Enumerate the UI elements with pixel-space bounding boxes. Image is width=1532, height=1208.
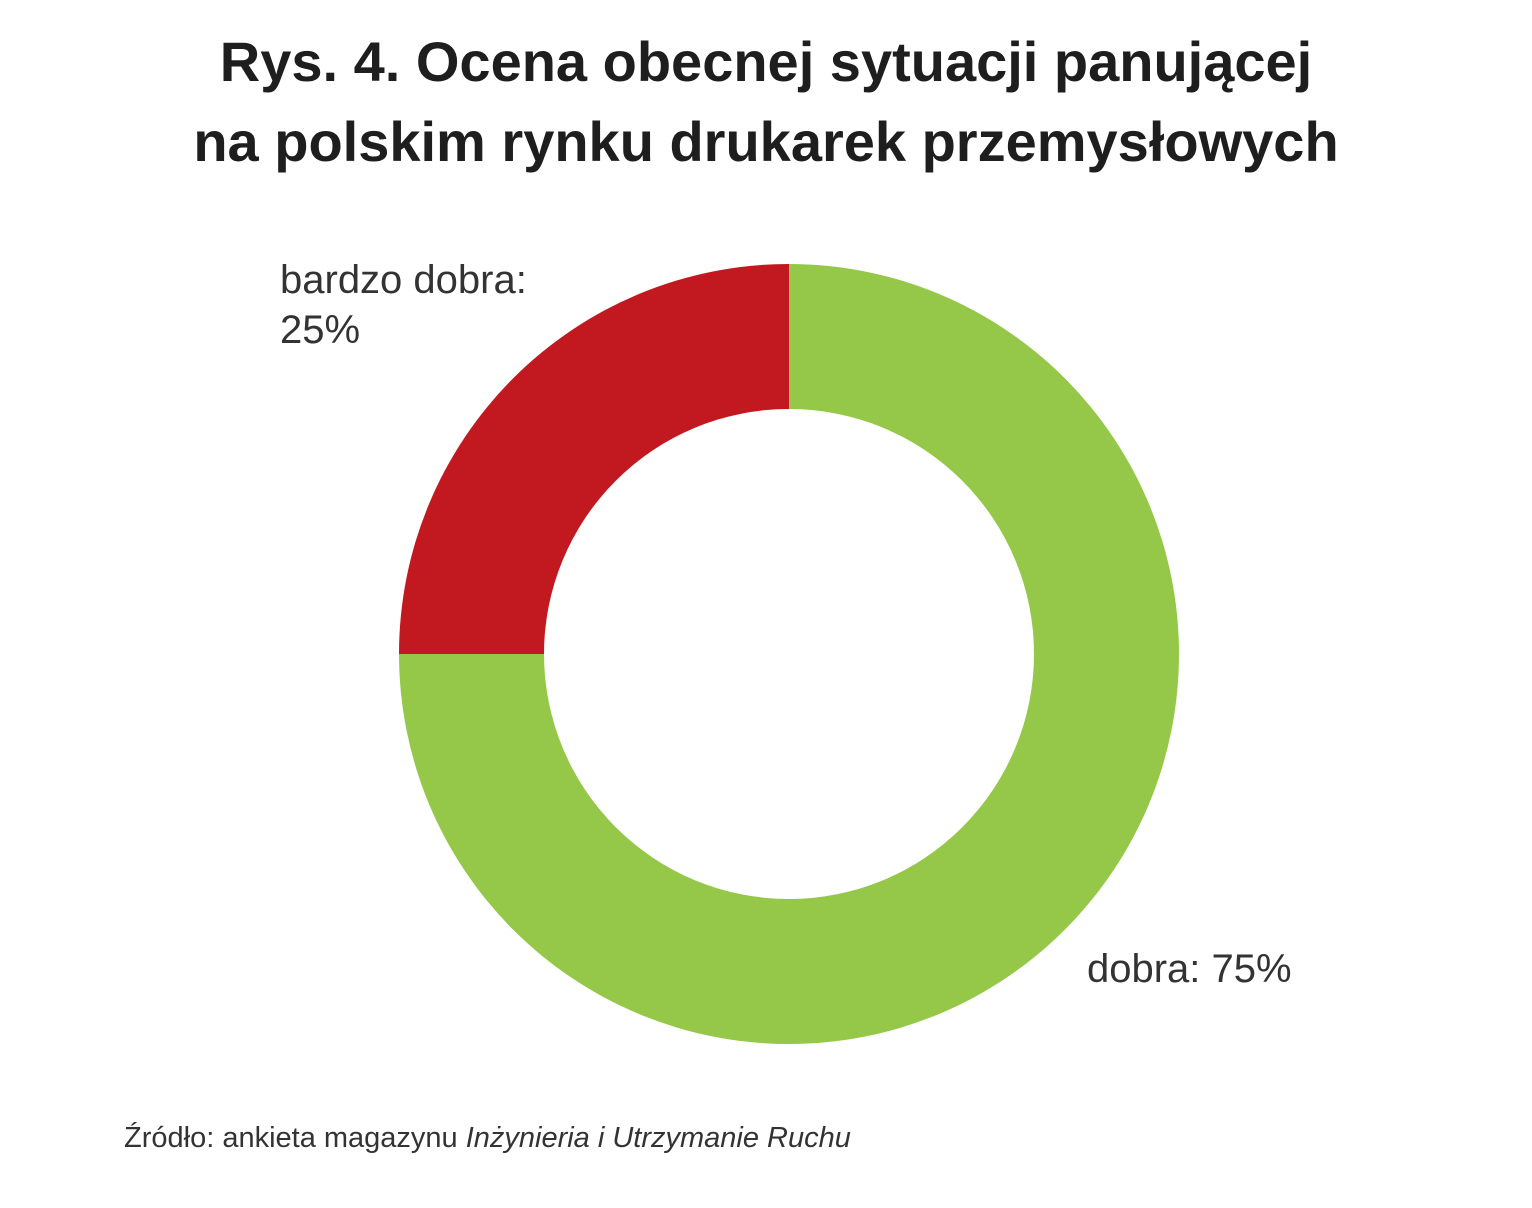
- pie-slice: [399, 264, 1179, 1044]
- slice-label: bardzo dobra: 25%: [280, 258, 527, 352]
- source-text: Źródło: ankieta magazynu: [124, 1122, 458, 1154]
- pie-slice: [399, 264, 789, 654]
- slice-label: dobra: 75%: [1087, 947, 1292, 991]
- chart-title: Rys. 4. Ocena obecnej sytuacji panującej…: [0, 22, 1532, 182]
- title-line: na polskim rynku drukarek przemysłowych: [193, 110, 1339, 173]
- source-note: Źródło: ankieta magazynu Inżynieria i Utr…: [124, 1122, 851, 1155]
- source-italic: Inżynieria i Utrzymanie Ruchu: [465, 1122, 851, 1154]
- title-line: Rys. 4. Ocena obecnej sytuacji panującej: [219, 30, 1313, 93]
